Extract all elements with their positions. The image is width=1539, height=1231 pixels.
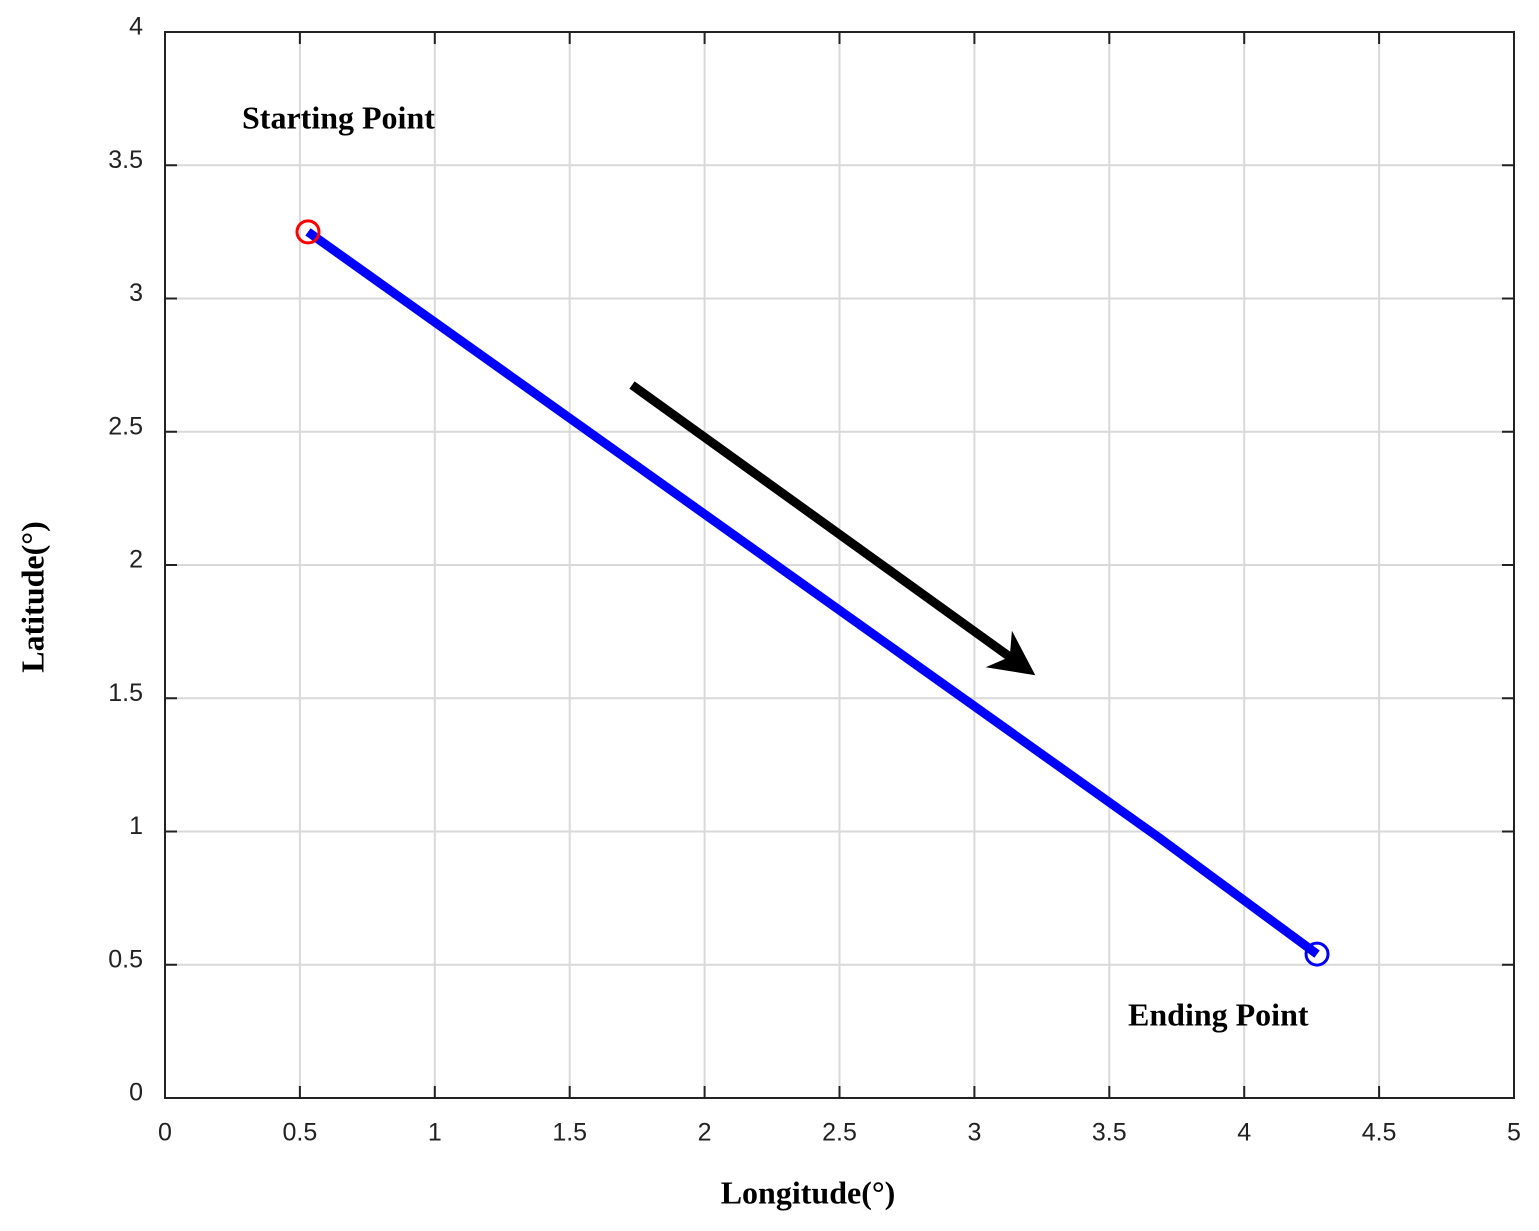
x-tick-label: 1 <box>428 1119 442 1147</box>
x-tick-label: 4 <box>1237 1119 1251 1147</box>
x-tick-label: 2.5 <box>822 1119 857 1147</box>
y-tick-label: 2.5 <box>108 412 143 440</box>
endpoint-marker <box>1304 941 1330 967</box>
y-tick-label: 3.5 <box>108 146 143 174</box>
y-axis-label: Latitude(°) <box>14 521 50 672</box>
grid <box>164 31 1515 1099</box>
x-axis-label: Longitude(°) <box>721 1174 896 1210</box>
x-tick-label: 2 <box>698 1119 712 1147</box>
x-tick-label: 3 <box>967 1119 981 1147</box>
x-tick-label: 0.5 <box>283 1119 318 1147</box>
annotation: Ending Point <box>1128 996 1309 1032</box>
x-tick-label: 3.5 <box>1092 1119 1127 1147</box>
y-tick-label: 1.5 <box>108 679 143 707</box>
plot-frame <box>164 31 1515 1099</box>
y-tick-label: 4 <box>129 13 143 41</box>
y-tick-label: 3 <box>129 279 143 307</box>
x-tick-label: 1.5 <box>552 1119 587 1147</box>
x-tick-label: 0 <box>158 1119 172 1147</box>
annotation: Starting Point <box>242 99 435 135</box>
x-tick-label: 4.5 <box>1362 1119 1397 1147</box>
series-line <box>305 228 1320 958</box>
endpoint-marker <box>295 219 321 245</box>
x-tick-label: 5 <box>1507 1119 1521 1147</box>
y-tick-label: 1 <box>129 812 143 840</box>
y-tick-label: 0.5 <box>108 945 143 973</box>
direction-arrow <box>629 381 1036 676</box>
y-tick-label: 0 <box>129 1079 143 1107</box>
y-tick-label: 2 <box>129 546 143 574</box>
